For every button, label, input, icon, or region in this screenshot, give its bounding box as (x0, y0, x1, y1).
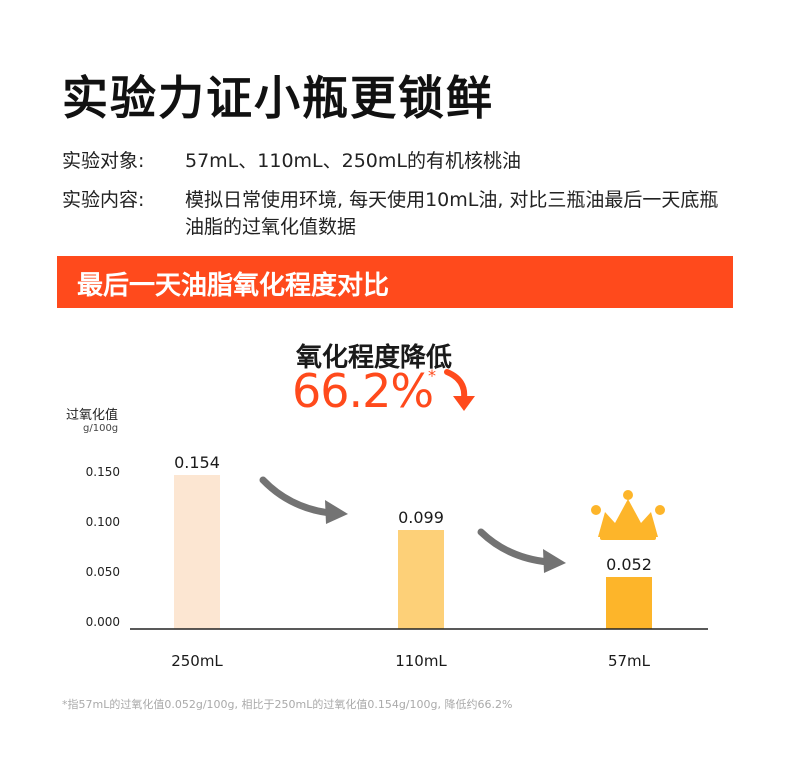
curved-down-arrow-icon (444, 369, 475, 411)
reduction-label: 氧化程度降低 (296, 343, 453, 373)
x-tick-label: 110mL (395, 652, 447, 670)
reduction-value: 66.2% (292, 364, 434, 418)
bar-57mL (606, 577, 652, 629)
bar-value-label: 0.154 (174, 453, 220, 472)
section-banner: 最后一天油脂氧化程度对比 (57, 256, 733, 308)
subject-value: 57mL、110mL、250mL的有机核桃油 (185, 150, 521, 172)
footnote: *指57mL的过氧化值0.052g/100g, 相比于250mL的过氧化值0.1… (62, 698, 513, 711)
y-tick-label: 0.150 (86, 465, 120, 479)
content-label: 实验内容: (62, 189, 145, 211)
y-tick-label: 0.100 (86, 515, 120, 529)
curved-arrow-icon (477, 528, 566, 573)
content-row: 实验内容: 模拟日常使用环境, 每天使用10mL油, 对比三瓶油最后一天底瓶油脂… (62, 187, 742, 241)
bar-250mL (174, 475, 220, 629)
subject-label: 实验对象: (62, 150, 145, 172)
y-axis-unit: g/100g (83, 423, 119, 434)
bar-110mL (398, 530, 444, 629)
banner-text: 最后一天油脂氧化程度对比 (77, 271, 390, 301)
x-tick-label: 57mL (608, 652, 651, 670)
crown-icon (591, 490, 665, 540)
y-tick-label: 0.050 (86, 565, 120, 579)
x-tick-label: 250mL (171, 652, 223, 670)
page-title: 实验力证小瓶更锁鲜 (62, 71, 494, 125)
y-axis-title: 过氧化值 (66, 408, 119, 423)
bar-value-label: 0.099 (398, 508, 444, 527)
content-value: 模拟日常使用环境, 每天使用10mL油, 对比三瓶油最后一天底瓶油脂的过氧化值数… (185, 189, 719, 238)
reduction-asterisk: * (428, 366, 436, 385)
bar-value-label: 0.052 (606, 555, 652, 574)
subject-row: 实验对象: 57mL、110mL、250mL的有机核桃油 (62, 148, 742, 175)
curved-arrow-icon (259, 476, 348, 524)
y-tick-label: 0.000 (86, 615, 120, 629)
